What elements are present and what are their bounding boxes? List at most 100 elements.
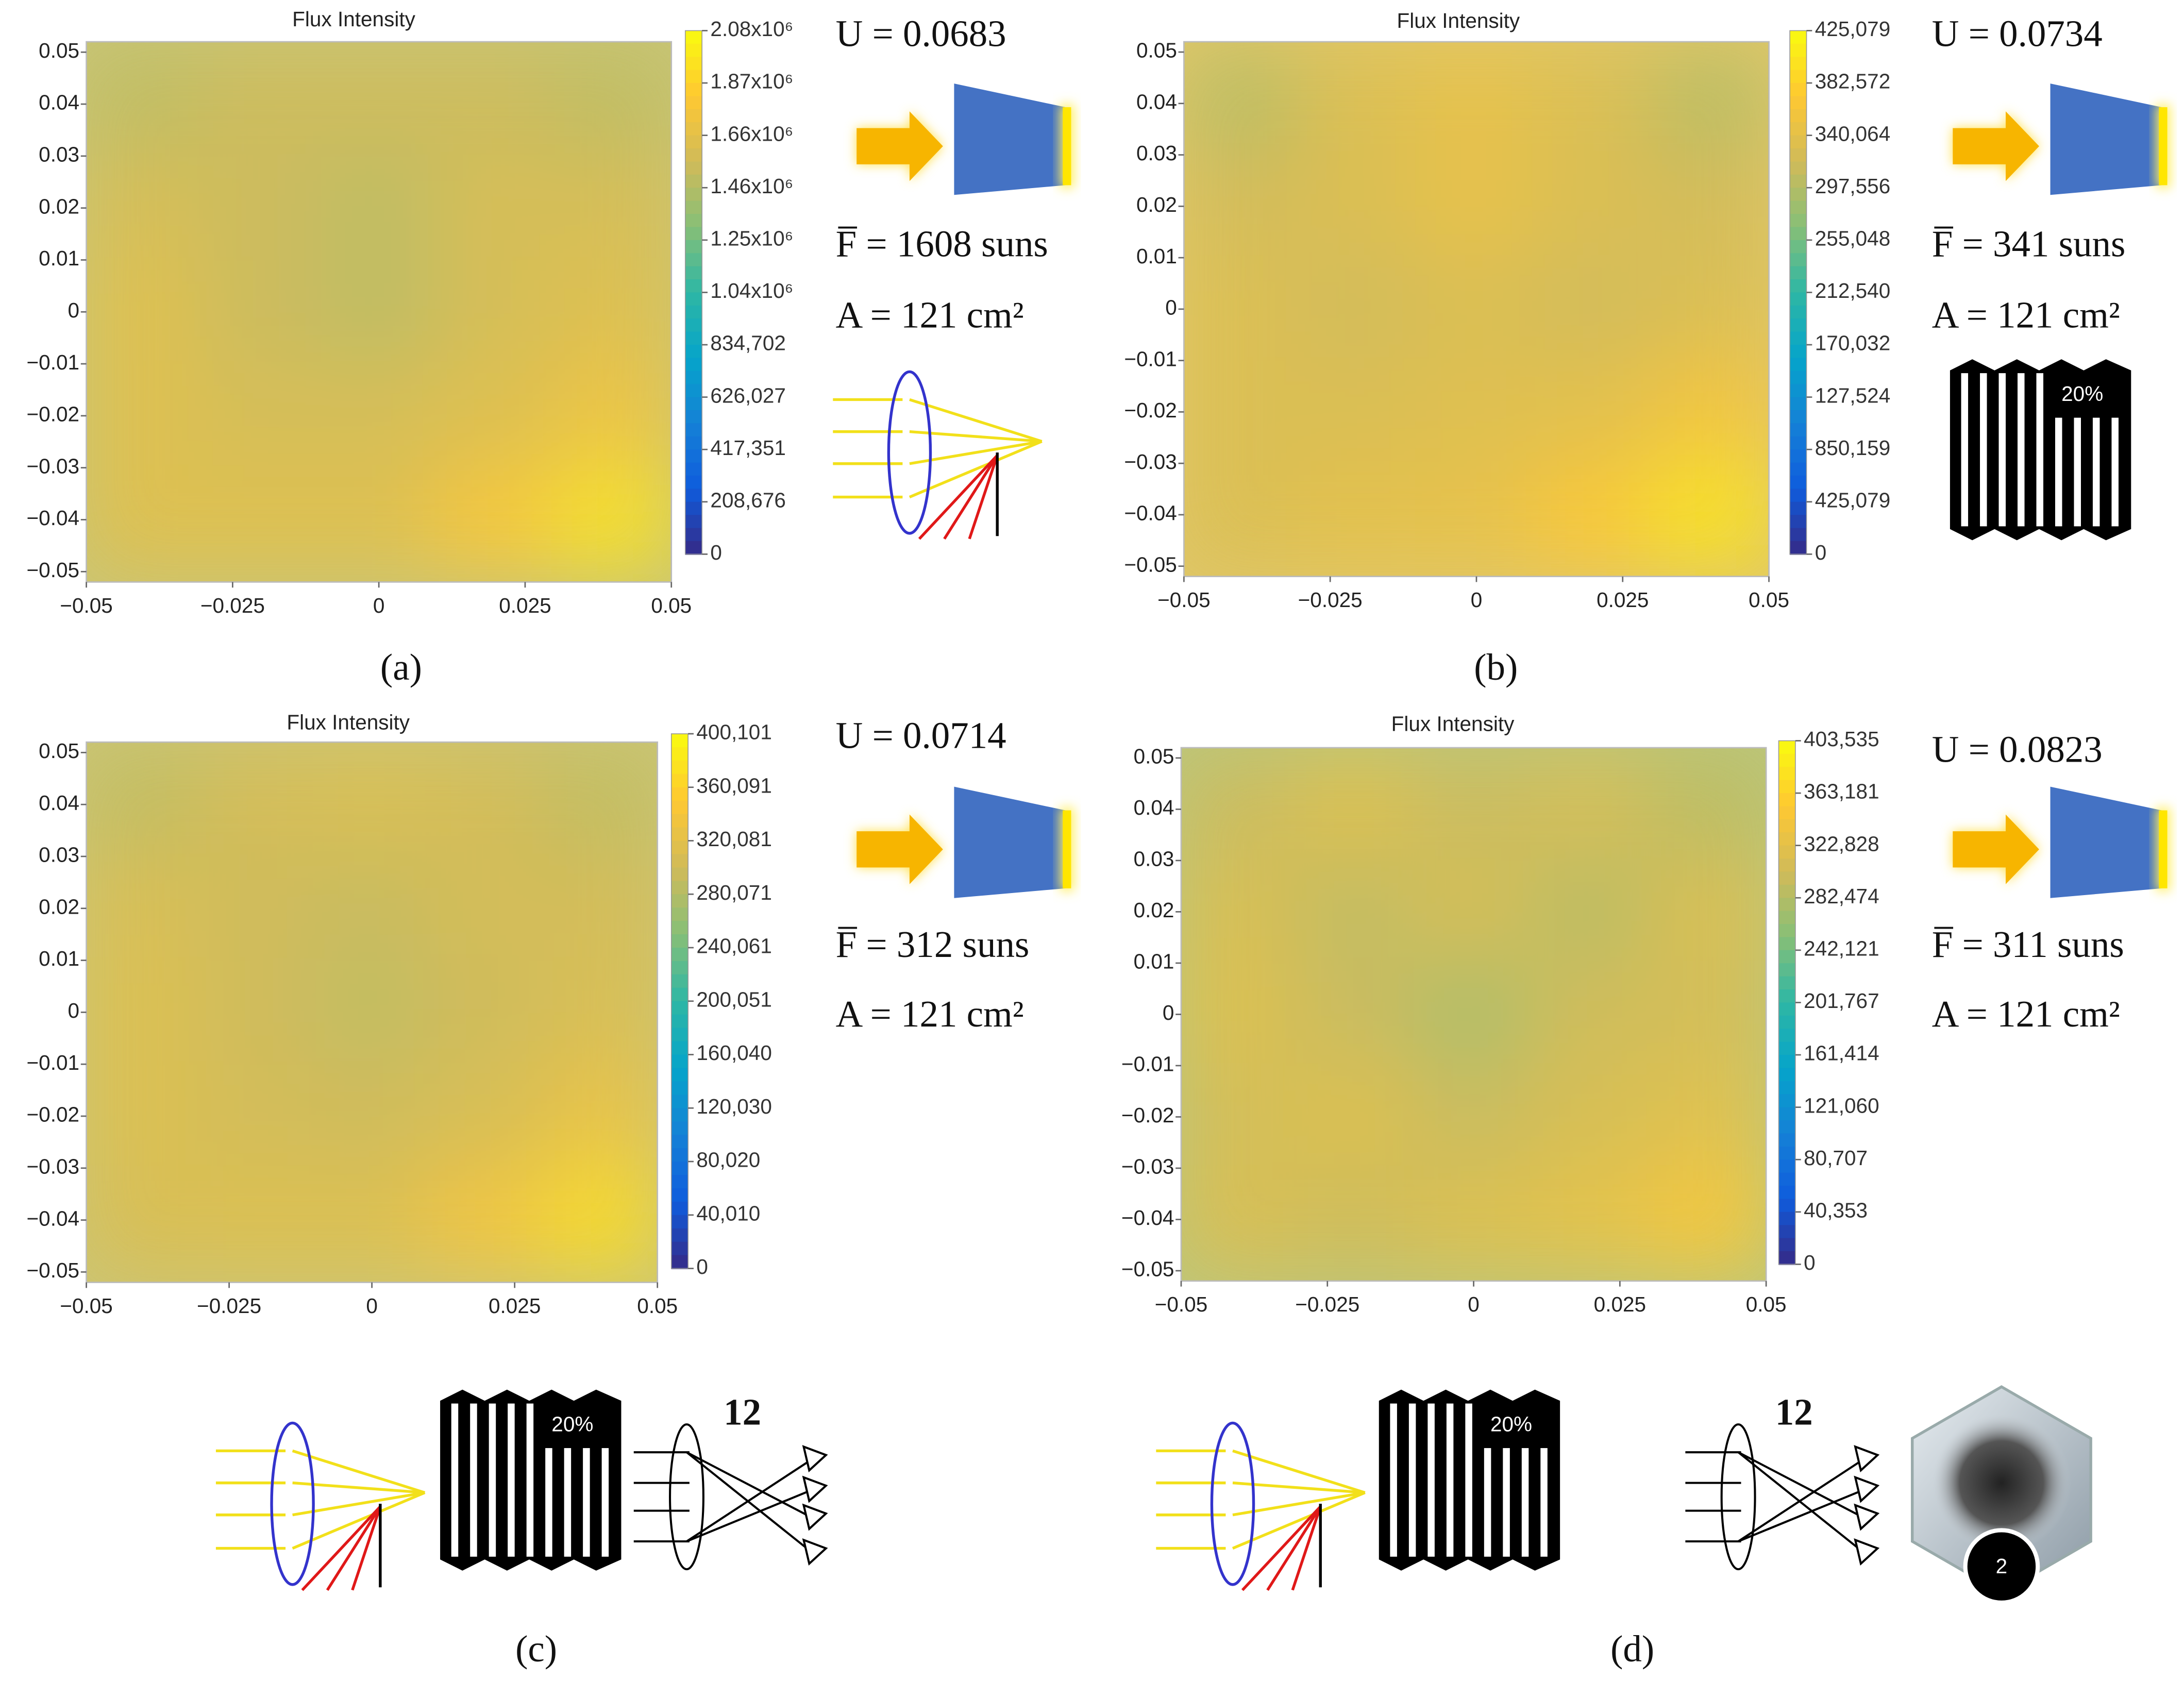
colorbar-segment — [1778, 1015, 1795, 1030]
colorbar-label: 0 — [1804, 1251, 1816, 1274]
colorbar-segment — [1778, 1055, 1795, 1069]
colorbar-segment — [685, 148, 702, 162]
colorbar-label: 417,351 — [710, 436, 785, 460]
heatmap-cells — [1181, 755, 1767, 1274]
colorbar-segment — [1778, 937, 1795, 951]
heatmap-cell — [200, 257, 324, 367]
colorbar-segment — [671, 1148, 688, 1163]
x-tick-label: −0.025 — [1298, 588, 1363, 612]
colorbar-segment — [685, 489, 702, 503]
diagram-label: 12 — [724, 1391, 761, 1433]
colorbar-segment — [671, 1121, 688, 1136]
y-tick-label: 0.05 — [1136, 39, 1177, 62]
y-tick-label: 0.05 — [39, 39, 79, 62]
colorbar-segment — [671, 867, 688, 882]
heatmap-cell — [1181, 1165, 1301, 1274]
lens-icon — [1156, 1421, 1366, 1591]
heatmap-cell — [1412, 1165, 1535, 1274]
heatmap-cell — [540, 749, 658, 860]
colorbar-segment — [671, 1001, 688, 1016]
y-tick-label: −0.03 — [27, 1154, 80, 1178]
x-tick-label: 0 — [373, 594, 385, 617]
colorbar-label: 0 — [696, 1255, 708, 1279]
y-tick-label: −0.01 — [27, 350, 80, 374]
ray — [1737, 1451, 1864, 1554]
colorbar-segment — [1790, 449, 1807, 463]
heatmap-cell — [317, 361, 441, 471]
colorbar-segment — [671, 1215, 688, 1230]
colorbar-segment — [1778, 1094, 1795, 1108]
heatmap-cell — [1532, 152, 1655, 261]
colorbar-segment — [1778, 1225, 1795, 1239]
red-ray — [1266, 1506, 1322, 1591]
y-tick-label: 0.05 — [1134, 745, 1174, 768]
slat — [2092, 417, 2100, 527]
heatmap-cell — [551, 49, 671, 159]
slat — [1521, 1448, 1529, 1557]
concentrator-icon — [856, 83, 1074, 195]
colorbar-segment — [685, 384, 702, 398]
colorbar-label: 834,702 — [710, 331, 785, 355]
colorbar-segment — [1778, 1212, 1795, 1226]
heatmap-cell — [426, 957, 546, 1067]
colorbar-segment — [1778, 780, 1795, 794]
y-tick-label: −0.05 — [1121, 1257, 1174, 1281]
heatmap-cell — [312, 749, 432, 860]
slat — [1390, 1403, 1397, 1557]
diagram-label: 20% — [2061, 382, 2103, 406]
colorbar-segment — [1790, 462, 1807, 477]
heatmap-cell — [1295, 1063, 1418, 1171]
colorbar-segment — [685, 449, 702, 463]
annotation: F̅ = 312 suns — [836, 923, 1030, 965]
red-ray — [351, 1506, 382, 1591]
colorbar-segment — [1790, 83, 1807, 97]
ray — [292, 1491, 426, 1550]
colorbar-segment — [1790, 489, 1807, 503]
colorbar-segment — [1790, 318, 1807, 332]
slat — [2036, 373, 2044, 527]
colorbar-label: 40,353 — [1804, 1199, 1868, 1222]
heatmap-cell — [1529, 857, 1652, 966]
colorbar-label: 297,556 — [1815, 174, 1890, 198]
y-tick-label: 0.02 — [39, 895, 79, 918]
slat — [451, 1403, 459, 1557]
arrow — [1953, 111, 2039, 181]
homogenizer-icon: 2 — [1911, 1385, 2092, 1605]
y-tick-label: 0.04 — [1136, 90, 1177, 113]
colorbar-segment — [671, 961, 688, 975]
colorbar-label: 200,051 — [696, 987, 771, 1011]
ray — [686, 1489, 813, 1542]
y-tick-label: −0.01 — [1124, 347, 1177, 371]
heatmap-cell — [1646, 755, 1767, 864]
colorbar-label: 1.04x10⁶ — [710, 279, 793, 302]
colorbar-segment — [671, 947, 688, 962]
colorbar-segment — [685, 358, 702, 372]
colorbar-segment — [671, 1201, 688, 1216]
arrowhead — [1854, 1538, 1880, 1566]
heatmap-cell — [1649, 152, 1769, 261]
annotation: U = 0.0714 — [836, 715, 1006, 756]
heatmap-cell — [86, 853, 204, 963]
colorbar-segment — [685, 475, 702, 490]
ray — [909, 398, 1043, 443]
slat — [1408, 1403, 1416, 1557]
colorbar-segment — [1790, 528, 1807, 542]
colorbar-segment — [1790, 200, 1807, 215]
ray — [1738, 1451, 1864, 1519]
red-ray — [918, 454, 999, 540]
heatmap-cell — [1181, 857, 1301, 966]
y-tick-label: 0.01 — [39, 947, 79, 970]
colorbar-segment — [1778, 1146, 1795, 1160]
colorbar-segment — [1778, 1172, 1795, 1187]
annotation: A = 121 cm² — [1932, 294, 2120, 336]
y-tick-label: −0.04 — [27, 506, 80, 530]
colorbar-label: 121,060 — [1804, 1094, 1879, 1117]
heatmap-cell — [1529, 960, 1652, 1069]
ray — [686, 1451, 813, 1519]
chart-title: Flux Intensity — [292, 7, 415, 31]
x-tick-label: 0 — [1471, 588, 1483, 612]
colorbar-segment — [685, 253, 702, 267]
heatmap-cell — [1529, 755, 1652, 864]
colorbar-segment — [1790, 135, 1807, 149]
